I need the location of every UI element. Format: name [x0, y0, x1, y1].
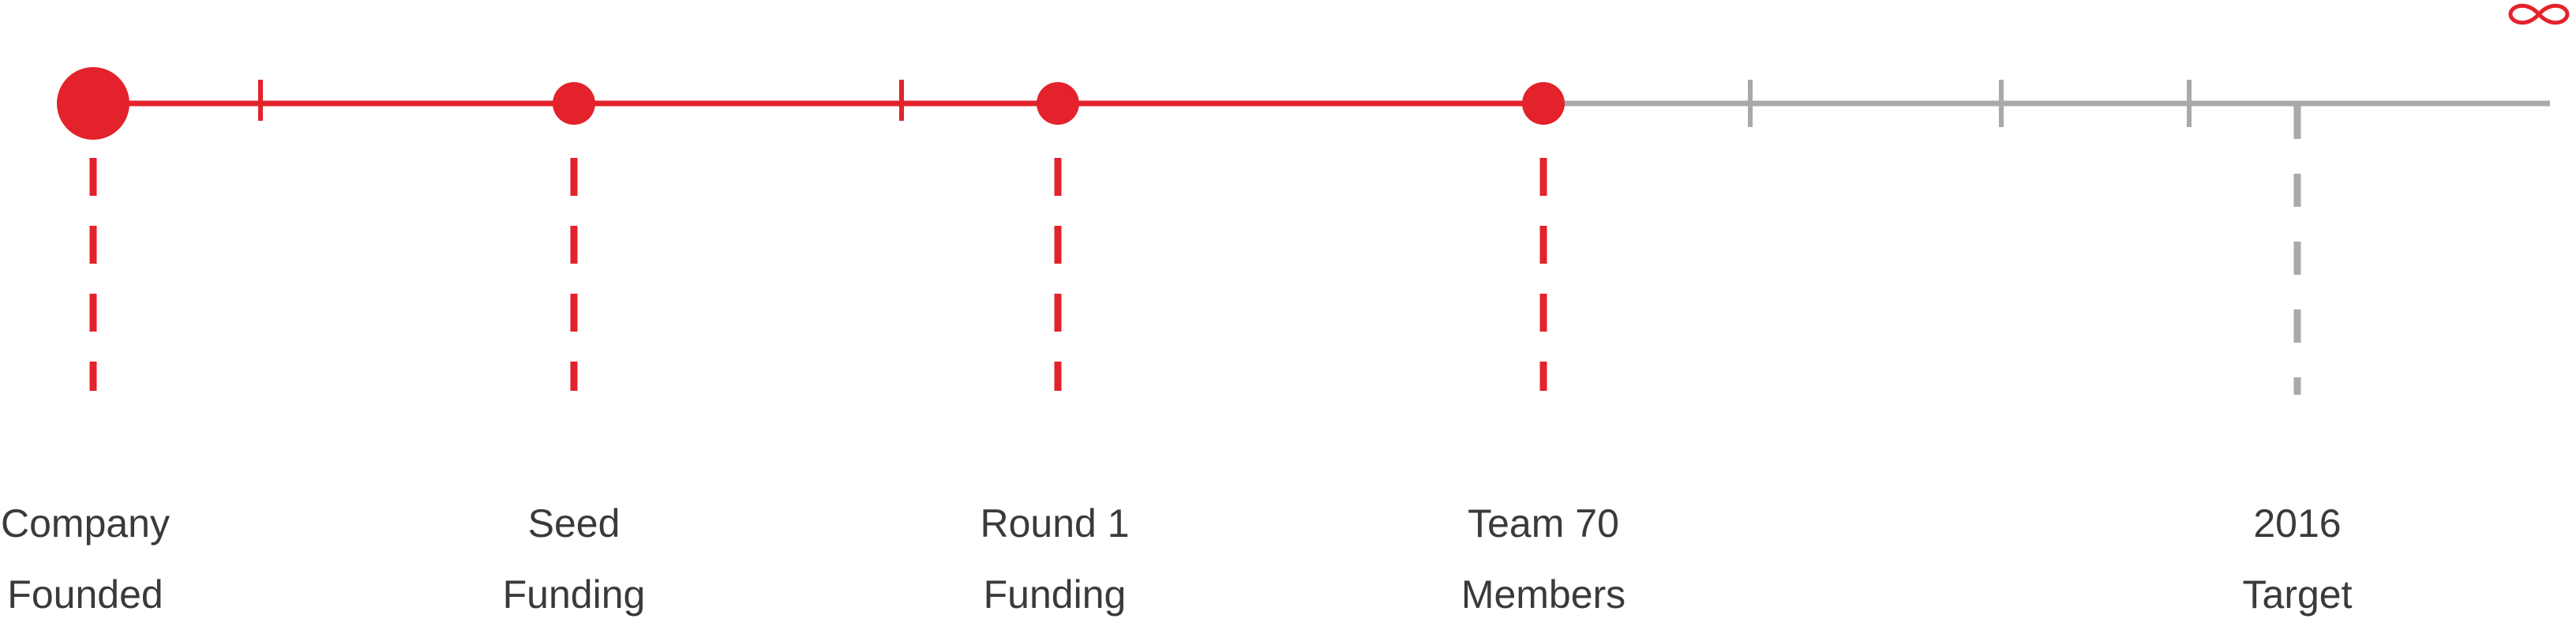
- milestone-label-line2: Funding: [502, 572, 646, 617]
- milestone-dot-seed-funding: [553, 82, 595, 125]
- milestone-label-company-founded: Company Founded: [0, 488, 227, 630]
- milestone-dot-company-founded: [57, 67, 129, 140]
- milestone-dot-round1-funding: [1037, 82, 1079, 125]
- milestone-label-line2: Target: [2242, 572, 2353, 617]
- milestone-label-line1: Round 1: [980, 501, 1130, 546]
- milestone-label-line2: Members: [1460, 572, 1626, 617]
- milestone-dot-team70-members: [1522, 82, 1565, 125]
- milestone-label-line2: Funding: [983, 572, 1127, 617]
- infinity-icon: [2508, 3, 2570, 25]
- milestone-label-line1: Company: [1, 501, 170, 546]
- milestone-label-team70-members: Team 70 Members: [1401, 488, 1685, 630]
- milestone-label-line1: Team 70: [1468, 501, 1619, 546]
- milestone-label-line1: Seed: [527, 501, 621, 546]
- milestone-label-target-2016: 2016 Target: [2155, 488, 2439, 630]
- milestone-label-line2: Founded: [7, 572, 163, 617]
- milestone-label-line1: 2016: [2253, 501, 2342, 546]
- milestone-label-round1-funding: Round 1 Funding: [913, 488, 1197, 630]
- milestone-label-seed-funding: Seed Funding: [432, 488, 716, 630]
